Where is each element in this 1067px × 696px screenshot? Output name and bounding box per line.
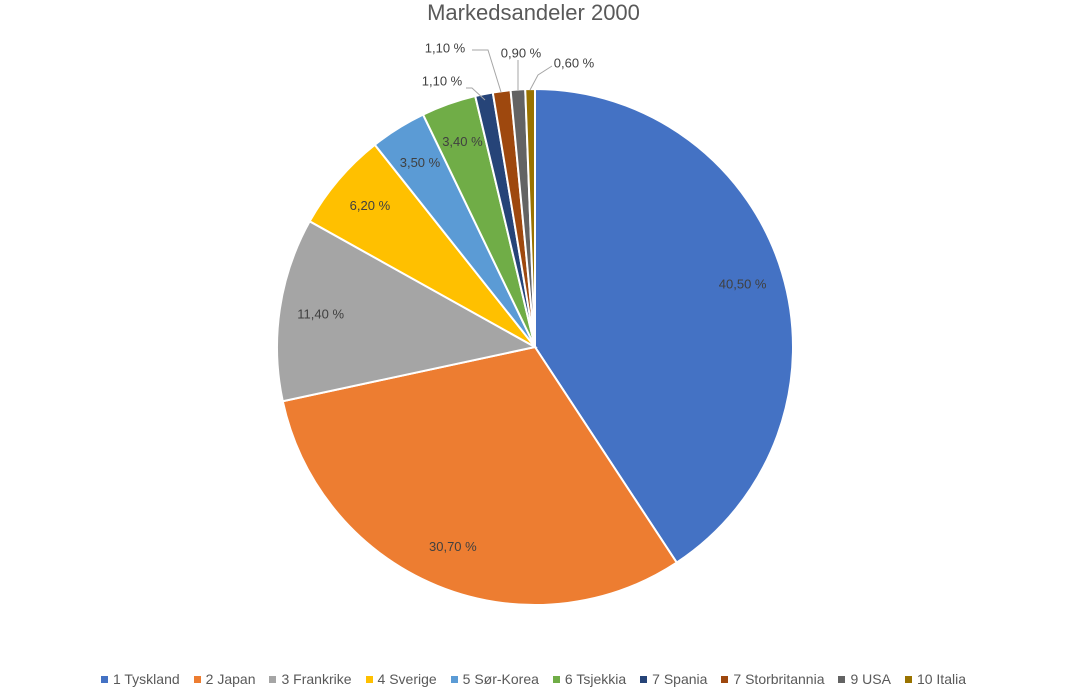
- legend-item: 7 Storbritannia: [721, 671, 824, 687]
- legend-label: 6 Tsjekkia: [564, 671, 627, 687]
- legend-item: 10 Italia: [904, 671, 966, 687]
- pie-slice: [276, 219, 538, 403]
- legend-item: 9 USA: [838, 671, 891, 687]
- legend-swatch: [269, 675, 277, 683]
- data-labels: 40,50 % 30,70 % 11,40 % 6,20 % 3,50 %3,40 % 1…: [297, 40, 767, 554]
- legend-label: 4 Sverige: [377, 671, 437, 687]
- data-label: 6,20 %: [350, 198, 391, 213]
- data-label: 0,90 %: [501, 45, 542, 60]
- legend-swatch: [193, 675, 201, 683]
- legend-item: 7 Spania: [640, 671, 707, 687]
- legend-item: 4 Sverige: [365, 671, 437, 687]
- pie-slice: [281, 345, 679, 606]
- data-label: 0,60 %: [554, 55, 595, 70]
- leader-line: [529, 65, 553, 91]
- legend-item: 3 Frankrike: [269, 671, 352, 687]
- leader-lines: [466, 49, 553, 101]
- legend-label: 10 Italia: [916, 671, 966, 687]
- data-label: 30,70 %: [429, 539, 477, 554]
- legend-item: 5 Sør-Korea: [450, 671, 539, 687]
- legend-swatch: [100, 675, 108, 683]
- data-label: 40,50 %: [719, 276, 767, 291]
- data-label: 11,40 %: [297, 306, 344, 321]
- legend-item: 6 Tsjekkia: [552, 671, 627, 687]
- legend-swatch: [450, 675, 458, 683]
- legend-swatch: [365, 675, 373, 683]
- legend-swatch: [552, 675, 560, 683]
- data-label: 1,10 %: [425, 40, 466, 55]
- legend-label: 7 Storbritannia: [733, 671, 825, 687]
- legend-label: 3 Frankrike: [281, 671, 352, 687]
- legend-swatch: [838, 675, 846, 683]
- legend-label: 9 USA: [850, 671, 891, 687]
- pie-slices: [276, 87, 794, 606]
- data-label: 3,50 %: [400, 155, 441, 170]
- legend-item: 2 Japan: [193, 671, 256, 687]
- pie-chart: 40,50 % 30,70 % 11,40 % 6,20 % 3,50 %3,40 % 1…: [276, 40, 794, 606]
- legend-item: 1 Tyskland: [100, 671, 180, 687]
- data-label: 3,40 %: [442, 134, 483, 149]
- legend-label: 7 Spania: [652, 671, 708, 687]
- legend-label: 1 Tyskland: [112, 671, 180, 687]
- legend-swatch: [721, 675, 729, 683]
- legend: 1 Tyskland 2 Japan 3 Frankrike 4 Sverige 5 S…: [0, 671, 1067, 687]
- data-label: 1,10 %: [422, 73, 463, 88]
- legend-label: 5 Sør-Korea: [462, 671, 539, 687]
- legend-swatch: [640, 675, 648, 683]
- legend-label: 2 Japan: [205, 671, 256, 687]
- legend-swatch: [904, 675, 912, 683]
- leader-line: [472, 49, 502, 93]
- chart-title: Markedsandeler 2000: [427, 0, 640, 25]
- leader-line: [466, 87, 486, 101]
